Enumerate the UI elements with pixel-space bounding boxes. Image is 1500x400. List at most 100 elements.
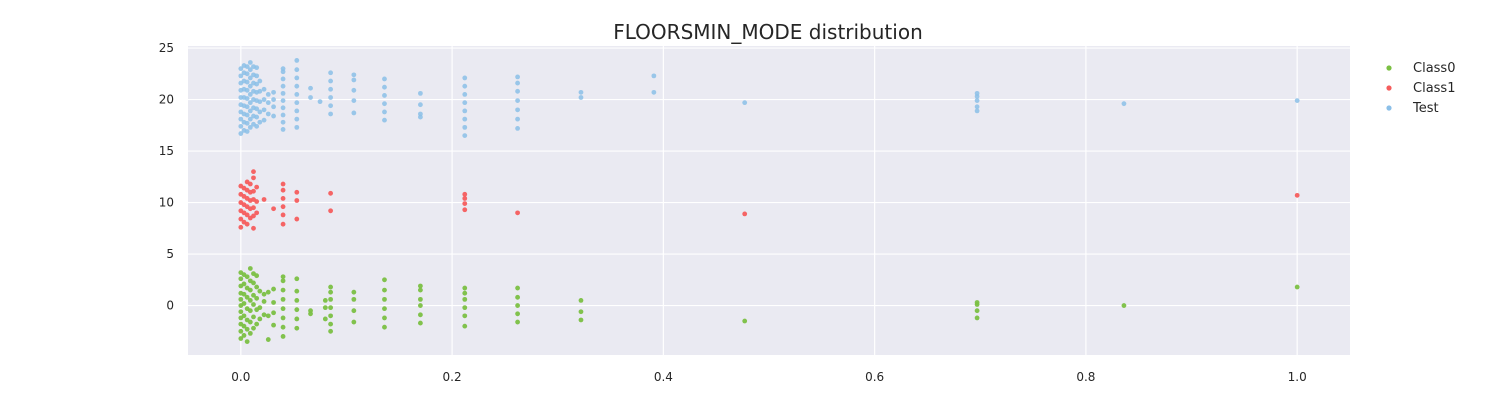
data-point (244, 326, 250, 332)
data-point (462, 313, 468, 319)
data-point (238, 116, 244, 122)
data-point (1294, 284, 1300, 290)
legend-marker (1386, 105, 1392, 111)
data-point (271, 322, 276, 328)
data-point (328, 284, 334, 290)
legend-label: Class0 (1413, 61, 1455, 76)
data-point (257, 316, 263, 322)
data-point (462, 83, 468, 89)
data-point (247, 60, 253, 65)
data-point (515, 294, 520, 300)
data-point (351, 110, 357, 116)
data-point (328, 86, 334, 92)
data-point (247, 116, 253, 122)
data-point (257, 99, 263, 105)
data-point (515, 107, 520, 113)
data-point (241, 323, 247, 329)
data-point (515, 98, 520, 103)
data-point (257, 109, 263, 115)
data-point (280, 187, 286, 193)
data-point (328, 321, 334, 327)
data-point (261, 97, 267, 102)
data-point (294, 100, 300, 106)
data-point (1121, 101, 1127, 107)
data-point (238, 131, 244, 136)
data-point (578, 95, 584, 100)
data-point (578, 89, 584, 95)
data-point (241, 291, 247, 297)
data-point (254, 123, 260, 129)
data-point (294, 288, 300, 294)
data-point (462, 196, 468, 201)
data-point (294, 124, 300, 130)
data-point (244, 64, 250, 69)
x-tick-label: 0.4 (654, 370, 673, 384)
data-point (238, 73, 244, 79)
data-point (261, 86, 267, 92)
data-point (418, 283, 423, 289)
y-tick-label: 10 (159, 196, 174, 210)
data-point (351, 98, 357, 103)
data-point (238, 309, 244, 315)
data-point (265, 111, 271, 117)
data-point (271, 113, 276, 119)
data-point (244, 104, 250, 110)
data-point (328, 208, 334, 214)
data-point (462, 305, 468, 311)
data-point (322, 316, 328, 322)
data-point (280, 90, 286, 96)
data-point (328, 95, 334, 100)
data-point (974, 108, 980, 114)
data-point (244, 96, 250, 101)
data-point (257, 88, 263, 94)
data-point (578, 309, 584, 315)
data-point (251, 325, 256, 331)
data-point (382, 277, 387, 283)
data-point (328, 313, 334, 319)
data-point (261, 312, 267, 318)
data-point (382, 324, 387, 330)
data-point (271, 206, 276, 212)
data-point (1294, 98, 1300, 103)
data-point (462, 116, 468, 122)
data-point (247, 181, 253, 187)
data-point (280, 105, 286, 111)
data-point (382, 306, 387, 312)
data-point (271, 310, 276, 316)
data-point (244, 339, 250, 345)
data-point (251, 213, 256, 219)
data-point (1294, 192, 1300, 198)
data-point (244, 274, 250, 280)
data-point (238, 276, 244, 282)
data-point (265, 92, 271, 97)
data-point (244, 212, 250, 218)
data-point (247, 330, 253, 336)
data-point (651, 73, 657, 79)
data-point (515, 285, 520, 291)
data-point (280, 287, 286, 293)
grid-lines (188, 46, 1350, 355)
y-tick-label: 15 (159, 144, 174, 158)
data-point (251, 225, 256, 231)
data-point (280, 112, 286, 118)
data-point (254, 273, 260, 279)
legend-marker (1386, 65, 1392, 71)
data-point (418, 287, 423, 293)
data-point (241, 301, 247, 306)
data-point (238, 224, 244, 230)
data-point (247, 92, 253, 97)
data-point (261, 107, 267, 113)
legend-item-test: Test (1386, 101, 1439, 116)
data-point (462, 75, 468, 81)
data-point (238, 66, 244, 72)
data-point (462, 290, 468, 296)
data-point (280, 83, 286, 89)
data-point (294, 83, 300, 89)
data-point (418, 90, 423, 96)
data-point (265, 337, 271, 342)
data-point (308, 95, 313, 100)
data-point (271, 300, 276, 305)
data-point (294, 75, 300, 81)
data-point (515, 210, 520, 216)
